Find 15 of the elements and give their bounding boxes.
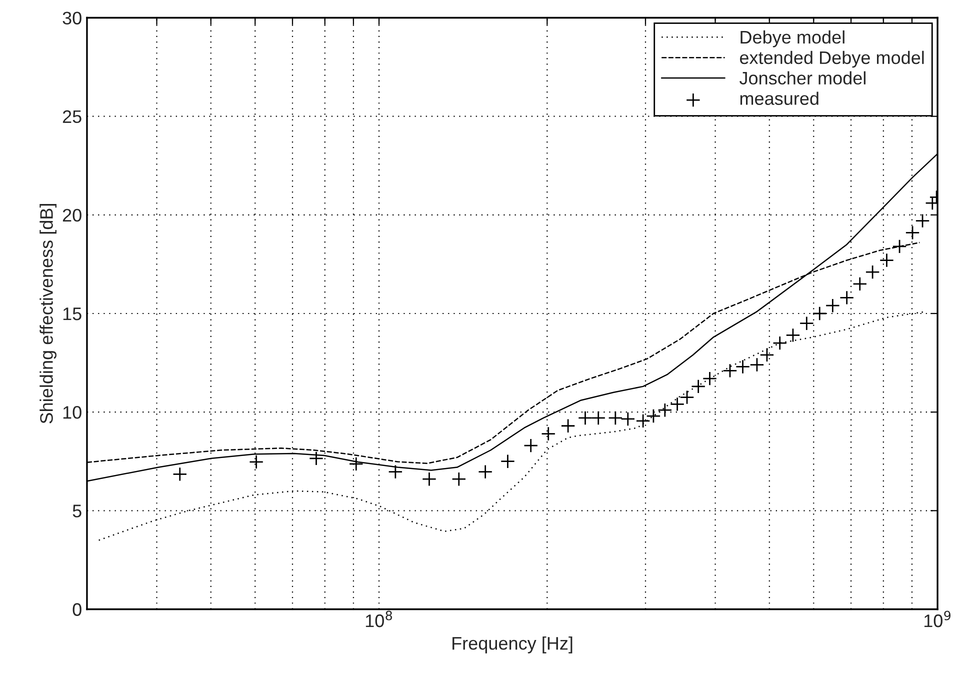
legend-label: measured [740,92,818,105]
y-tick-label: 25 [62,110,82,124]
x-axis-title: Frequency [Hz] [452,636,572,654]
y-tick-label: 5 [72,504,82,518]
x-tick-label: 10$^{9}$ [924,610,950,628]
y-tick-label: 20 [62,208,82,222]
y-tick-label: 0 [72,603,82,616]
y-tick-label: 30 [62,12,82,24]
legend-label: Debye model [740,30,844,48]
x-tick-label: 10$^{8}$ [366,610,392,628]
legend-label: extended Debye model [740,50,924,68]
y-tick-label: 15 [63,308,82,320]
y-axis-title: Shielding effectiveness [dB] [40,204,56,424]
y-tick-label: 10 [63,406,82,419]
legend-label: Jonscher model [740,71,866,85]
